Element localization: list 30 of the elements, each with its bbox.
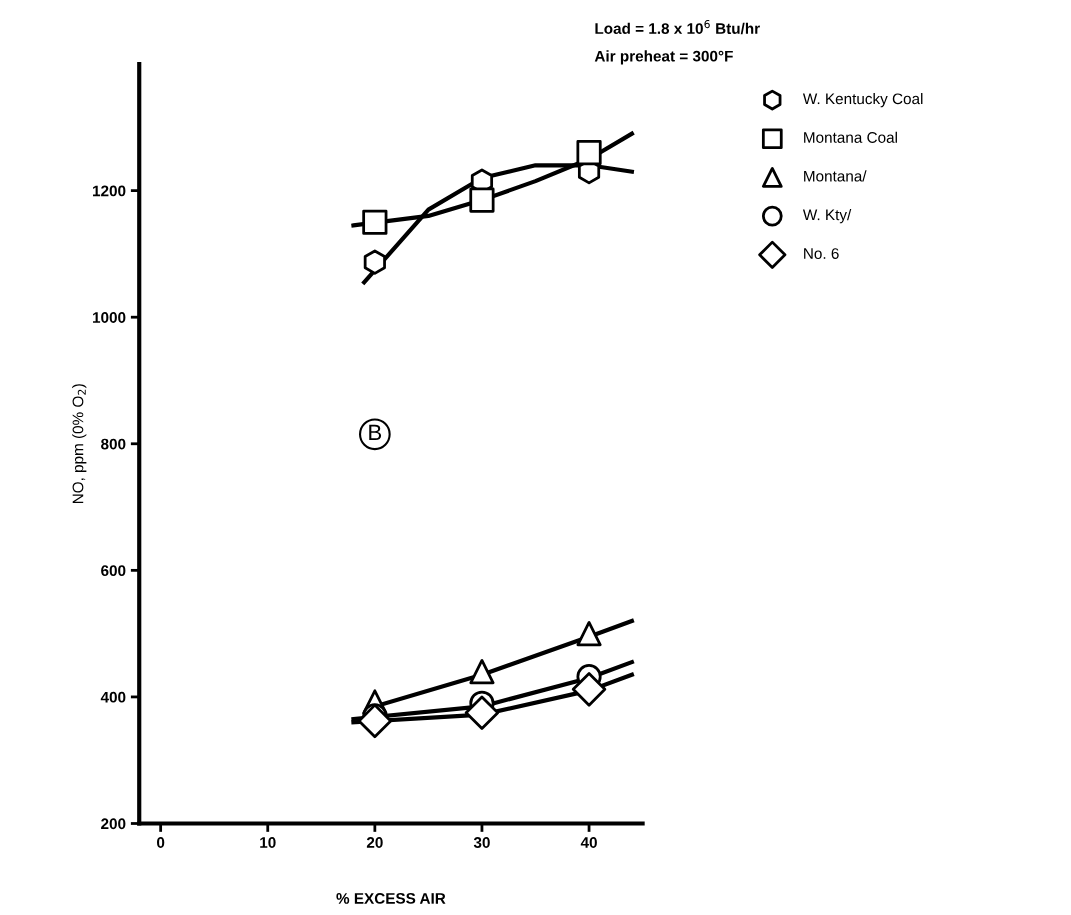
point: [464, 695, 500, 730]
y-tick-label: 400: [100, 691, 126, 703]
x-axis-title: % EXCESS AIR: [336, 893, 446, 904]
x-tick-label: 20: [366, 837, 383, 848]
legend-label: W. Kentucky Coal: [802, 92, 923, 108]
y-axis-title: NO, ppm (0% O$_{2}$): [72, 384, 87, 504]
point: [469, 659, 495, 685]
annotation: Air preheat = 300°F: [594, 50, 733, 65]
legend-label: Montana Coal: [804, 131, 897, 143]
point: [362, 209, 388, 235]
point: [576, 140, 602, 166]
point: [571, 672, 607, 707]
annotation: B: [369, 424, 382, 441]
x-tick-label: 30: [473, 837, 490, 848]
point: [576, 621, 602, 647]
point: [357, 703, 393, 739]
legend-label: No. 6: [804, 248, 839, 259]
x-tick-label: 40: [580, 837, 597, 848]
text: Load = 1.8 x 10$^{6}$ Btu/hr: [595, 20, 760, 35]
y-tick-label: 1000: [93, 312, 126, 323]
point: [363, 249, 386, 275]
y-tick-label: 1200: [93, 185, 126, 197]
y-tick-label: 600: [101, 565, 126, 577]
x-tick-label: 0: [157, 837, 165, 848]
legend-label: W. Kty/: [802, 209, 852, 224]
y-tick-label: 200: [101, 818, 126, 830]
y-tick-label: 800: [101, 438, 126, 450]
legend-label: Montana/: [804, 170, 867, 182]
point: [469, 187, 495, 213]
x-tick-label: 10: [260, 837, 276, 848]
